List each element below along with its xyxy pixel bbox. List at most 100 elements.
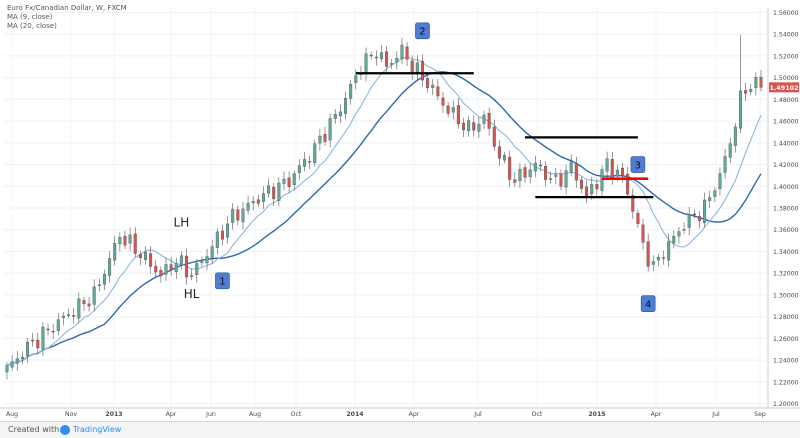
- candle-bull: [518, 169, 522, 182]
- candle-bull: [344, 98, 348, 114]
- candle-bull: [277, 182, 281, 201]
- price-tick-label: 1.24000: [773, 358, 799, 365]
- candle-bear: [472, 122, 476, 131]
- candle-bear: [410, 60, 414, 75]
- annotation-box-1[interactable]: 1: [215, 272, 230, 290]
- time-tick-label: Apr: [409, 411, 420, 418]
- candle-bear: [697, 216, 701, 221]
- candle-bull: [77, 298, 81, 319]
- candle-bull: [482, 114, 486, 124]
- candle-bear: [133, 233, 137, 254]
- candle-bear: [538, 164, 542, 167]
- candle-bear: [508, 156, 512, 180]
- candle-bear: [185, 255, 189, 278]
- candle-bear: [436, 86, 440, 97]
- ma9-legend: MA (9, close): [7, 13, 53, 21]
- annotation-box-4[interactable]: 4: [640, 295, 656, 312]
- candle-bull: [200, 261, 204, 264]
- annotation-box-3[interactable]: 3: [630, 156, 646, 173]
- candle-bear: [662, 257, 666, 259]
- candle-bear: [287, 177, 291, 187]
- candle-bull: [651, 261, 655, 265]
- candle-bull: [318, 135, 322, 144]
- time-tick-label: Apr: [166, 411, 177, 418]
- annotation-label-lh: LH: [174, 215, 190, 229]
- candle-bull: [569, 161, 573, 173]
- candle-bear: [759, 77, 763, 88]
- price-tick-label: 1.26000: [773, 336, 799, 343]
- candle-bear: [441, 97, 445, 106]
- price-axis[interactable]: 1.56000 1.54000 1.52000 1.50000 1.48000 1.460…: [773, 10, 799, 408]
- candle-bull: [102, 273, 106, 285]
- time-axis[interactable]: Aug Nov 2013 Apr Jun Aug Oct 2014 Apr Jul Oct 2015 A…: [6, 411, 766, 418]
- last-price-text: 1.49102: [769, 84, 798, 92]
- time-tick-label: Aug: [6, 411, 18, 418]
- candle-bull: [590, 184, 594, 195]
- time-tick-label: Oct: [532, 411, 543, 418]
- annotation-box-shape: [215, 272, 230, 290]
- candle-bear: [374, 56, 378, 59]
- candle-bull: [302, 159, 306, 167]
- candle-bull: [354, 75, 358, 83]
- candle-bull: [677, 231, 681, 237]
- candle-bull: [15, 358, 19, 364]
- candle-bull: [718, 173, 722, 190]
- price-tick-label: 1.40000: [773, 184, 799, 191]
- annotation-label-hl: HL: [184, 287, 200, 301]
- candle-bull: [615, 169, 619, 177]
- time-tick-label: Sep: [754, 411, 766, 418]
- candle-bear: [323, 133, 327, 142]
- candle-bull: [503, 155, 507, 161]
- candle-bear: [385, 51, 389, 67]
- candle-bear: [31, 339, 35, 342]
- candle-bull: [97, 284, 101, 286]
- candle-bull: [241, 208, 245, 223]
- tradingview-logo-icon[interactable]: [60, 425, 70, 435]
- candle-bull: [118, 237, 122, 245]
- candle-bull: [231, 208, 235, 223]
- price-tick-label: 1.32000: [773, 271, 799, 278]
- price-tick-label: 1.34000: [773, 249, 799, 256]
- candle-bull: [215, 231, 219, 248]
- price-tick-label: 1.20000: [773, 401, 799, 408]
- candle-bull: [267, 185, 271, 194]
- time-tick-label: Nov: [65, 411, 77, 418]
- candle-bull: [226, 223, 230, 238]
- price-tick-label: 1.42000: [773, 162, 799, 169]
- annotation-box-2[interactable]: 2: [415, 22, 430, 40]
- price-tick-label: 1.54000: [773, 32, 799, 39]
- candle-bull: [708, 197, 712, 201]
- created-with-text: Created with: [8, 425, 60, 434]
- annotation-box-shape: [415, 22, 430, 40]
- ma20-legend: MA (20, close): [7, 22, 57, 30]
- price-tick-label: 1.22000: [773, 379, 799, 386]
- candle-bull: [26, 341, 30, 357]
- time-tick-label: Jul: [473, 411, 482, 418]
- time-tick-label: Aug: [249, 411, 261, 418]
- tradingview-brand-link[interactable]: TradingView: [73, 425, 122, 434]
- chart-legend: Euro Fx/Canadian Dollar, W, FXCM MA (9, …: [7, 4, 127, 31]
- candle-bear: [87, 303, 91, 307]
- candle-bear: [149, 253, 153, 267]
- candle-bull: [297, 165, 301, 173]
- candle-bull: [554, 174, 558, 177]
- candle-bull: [379, 52, 383, 60]
- candle-bull: [313, 143, 317, 164]
- candle-bull: [246, 202, 250, 211]
- candle-bear: [426, 78, 430, 89]
- candles: [5, 35, 763, 380]
- candle-bear: [420, 60, 424, 81]
- candle-bull: [600, 169, 604, 191]
- time-tick-label: 2014: [346, 411, 364, 418]
- symbol-title: Euro Fx/Canadian Dollar, W, FXCM: [7, 4, 127, 12]
- candle-bull: [672, 235, 676, 244]
- candle-bear: [646, 241, 650, 267]
- candle-bull: [41, 326, 45, 350]
- ma9-line: [6, 56, 762, 367]
- candle-bull: [703, 199, 707, 223]
- price-tick-label: 1.50000: [773, 75, 799, 82]
- price-tick-label: 1.38000: [773, 206, 799, 213]
- candle-bull: [738, 90, 742, 129]
- candle-bull: [390, 63, 394, 65]
